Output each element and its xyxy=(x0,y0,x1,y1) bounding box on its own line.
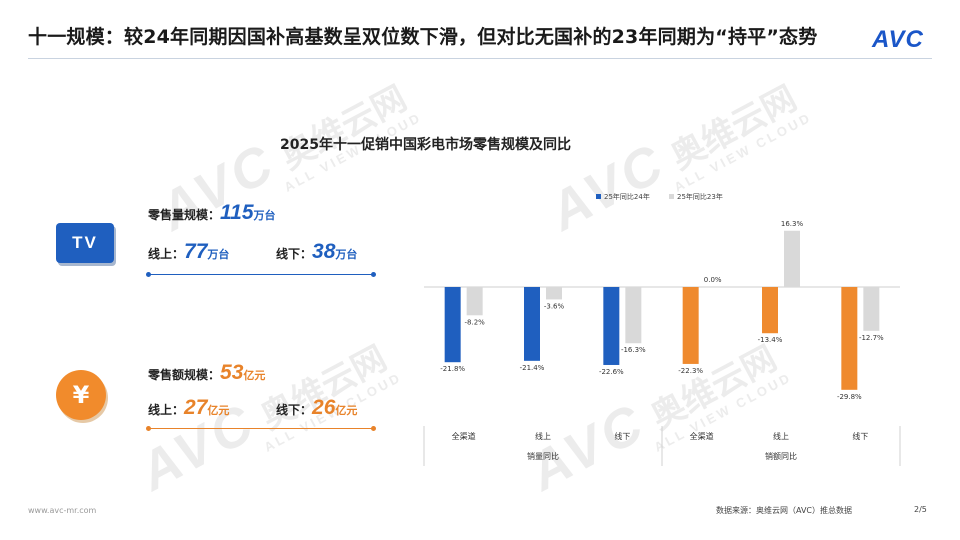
bar-series-2 xyxy=(784,230,800,287)
legend-label-series-1: 25年同比24年 xyxy=(604,192,650,201)
group-label: 销额同比 xyxy=(765,451,797,461)
bar-series-1 xyxy=(762,287,778,334)
value-offline-unit: 亿元 xyxy=(335,404,358,417)
data-label: -16.3% xyxy=(621,346,646,354)
bar-series-2 xyxy=(546,287,562,300)
bar-series-1 xyxy=(444,287,461,363)
category-label: 线下 xyxy=(614,431,630,441)
value-offline-stat: 线下：26亿元 xyxy=(276,396,357,420)
retail-volume-value: 115 xyxy=(220,201,254,224)
data-label: 16.3% xyxy=(781,220,804,228)
retail-value-label: 零售额规模： xyxy=(148,368,221,382)
tv-icon: TV xyxy=(56,223,114,263)
volume-online-unit: 万台 xyxy=(207,248,230,261)
data-label: 0.0% xyxy=(704,276,722,284)
volume-online-label: 线上： xyxy=(148,247,185,261)
avc-logo: AVC xyxy=(872,26,924,53)
bar-series-2 xyxy=(466,287,483,316)
retail-volume-unit: 万台 xyxy=(253,209,276,222)
data-label: -21.4% xyxy=(520,364,545,372)
chart-title: 2025年十一促销中国彩电市场零售规模及同比 xyxy=(280,137,571,153)
yen-icon: ¥ xyxy=(56,370,106,420)
category-label: 线下 xyxy=(852,431,868,441)
data-label: -21.8% xyxy=(440,365,465,373)
tv-divider-dot xyxy=(146,272,151,277)
bar-series-1 xyxy=(603,287,620,365)
value-online-unit: 亿元 xyxy=(207,404,230,417)
value-offline-label: 线下： xyxy=(276,403,313,417)
volume-offline-label: 线下： xyxy=(276,247,313,261)
bar-series-2 xyxy=(625,287,642,344)
value-online-value: 27 xyxy=(184,396,208,419)
volume-offline-unit: 万台 xyxy=(335,248,358,261)
retail-value-value: 53 xyxy=(220,361,244,384)
value-online-label: 线上： xyxy=(148,403,185,417)
legend-swatch-series-2 xyxy=(669,194,674,199)
data-label: -22.3% xyxy=(678,367,703,375)
title-divider xyxy=(28,58,932,59)
category-label: 全渠道 xyxy=(690,431,714,441)
category-label: 线上 xyxy=(773,431,789,441)
money-divider xyxy=(148,428,374,429)
tv-divider xyxy=(148,274,374,275)
volume-offline-stat: 线下：38万台 xyxy=(276,240,357,264)
retail-volume-stat: 零售量规模：115万台 xyxy=(148,201,276,225)
volume-online-stat: 线上：77万台 xyxy=(148,240,229,264)
category-label: 全渠道 xyxy=(452,431,476,441)
volume-online-value: 77 xyxy=(184,240,208,263)
group-label: 销量同比 xyxy=(527,451,559,461)
retail-value-stat: 零售额规模：53亿元 xyxy=(148,361,265,385)
money-divider-dot xyxy=(371,426,376,431)
bar-series-1 xyxy=(524,287,540,361)
value-offline-value: 26 xyxy=(312,396,336,419)
money-divider-dot xyxy=(146,426,151,431)
tv-divider-dot xyxy=(371,272,376,277)
data-label: -29.8% xyxy=(837,393,862,401)
retail-value-unit: 亿元 xyxy=(243,369,266,382)
value-online-stat: 线上：27亿元 xyxy=(148,396,229,420)
footer-website: www.avc-mr.com xyxy=(28,506,97,515)
category-label: 线上 xyxy=(535,431,551,441)
bar-series-1 xyxy=(841,287,858,390)
volume-offline-value: 38 xyxy=(312,240,336,263)
data-label: -8.2% xyxy=(465,318,486,326)
data-label: -3.6% xyxy=(544,302,565,310)
data-label: -22.6% xyxy=(599,368,624,376)
retail-volume-label: 零售量规模： xyxy=(148,208,221,222)
legend-label-series-2: 25年同比23年 xyxy=(677,192,723,201)
data-label: -13.4% xyxy=(758,336,783,344)
bar-series-1 xyxy=(682,287,699,364)
page-title: 十一规模：较24年同期因国补高基数呈双位数下滑，但对比无国补的23年同期为“持平… xyxy=(28,26,818,48)
legend-swatch-series-1 xyxy=(596,194,601,199)
data-label: -12.7% xyxy=(859,334,884,342)
page-number: 2/5 xyxy=(914,505,927,514)
footer-source: 数据来源：奥维云网（AVC）推总数据 xyxy=(716,506,853,515)
bar-series-2 xyxy=(863,287,880,331)
